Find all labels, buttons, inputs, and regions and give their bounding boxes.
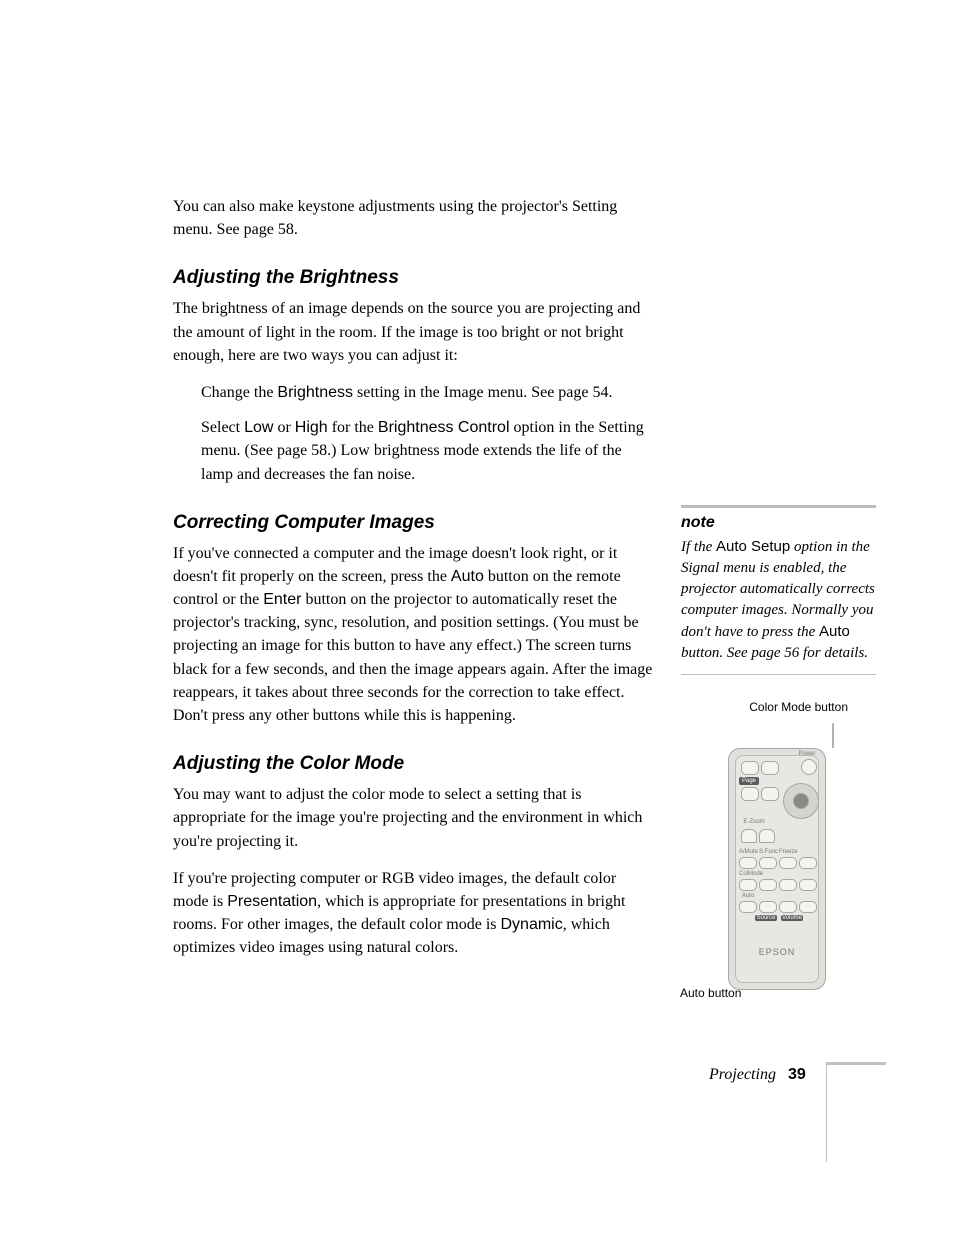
text: button on the projector to automatically…: [173, 591, 652, 724]
note-body: If the Auto Setup option in the Signal m…: [681, 536, 876, 664]
remote-brand: EPSON: [729, 947, 825, 957]
ui-term: High: [295, 419, 328, 436]
ui-term: Dynamic: [500, 916, 562, 933]
intro-paragraph: You can also make keystone adjustments u…: [173, 195, 653, 241]
heading-color-mode: Adjusting the Color Mode: [173, 753, 653, 775]
footer-rule-horizontal: [826, 1062, 886, 1065]
ui-term: Enter: [263, 591, 301, 608]
remote-control-icon: Power Page E-Zoom A/Mute S.Func Freeze: [728, 748, 826, 990]
ui-term: Brightness Control: [378, 419, 510, 436]
text: Select: [201, 419, 244, 436]
note-heading: note: [681, 514, 876, 532]
text: Change the: [201, 384, 277, 401]
text: for the: [328, 419, 378, 436]
color-mode-p2: If you're projecting computer or RGB vid…: [173, 867, 653, 960]
footer-page-number: 39: [788, 1066, 806, 1083]
ui-term: Auto Setup: [716, 538, 790, 555]
heading-brightness: Adjusting the Brightness: [173, 267, 653, 289]
note-rule: [681, 674, 876, 675]
text: If the: [681, 539, 716, 555]
heading-correcting: Correcting Computer Images: [173, 512, 653, 534]
correcting-paragraph: If you've connected a computer and the i…: [173, 542, 653, 728]
ui-term: Auto: [819, 623, 850, 640]
footer-rule-vertical: [826, 1062, 827, 1162]
color-mode-p1: You may want to adjust the color mode to…: [173, 783, 653, 853]
brightness-bullets: Change the Brightness setting in the Ima…: [201, 381, 653, 486]
ui-term: Presentation: [227, 893, 317, 910]
side-note: note If the Auto Setup option in the Sig…: [681, 505, 876, 675]
main-column: You can also make keystone adjustments u…: [173, 195, 653, 974]
bullet-item: Change the Brightness setting in the Ima…: [201, 381, 653, 404]
text: setting in the Image menu. See page 54.: [353, 384, 612, 401]
remote-figure: Color Mode button Power Page: [676, 700, 876, 1000]
text: or: [273, 419, 294, 436]
ui-term: Auto: [451, 568, 484, 585]
manual-page: You can also make keystone adjustments u…: [0, 0, 954, 1235]
note-rule: [681, 505, 876, 508]
brightness-paragraph: The brightness of an image depends on th…: [173, 297, 653, 367]
caption-color-mode: Color Mode button: [676, 700, 876, 714]
footer-section: Projecting: [709, 1066, 776, 1083]
ui-term: Brightness: [277, 384, 353, 401]
bullet-item: Select Low or High for the Brightness Co…: [201, 416, 653, 486]
page-footer: Projecting 39: [709, 1066, 806, 1084]
text: button. See page 56 for details.: [681, 645, 868, 661]
ui-term: Low: [244, 419, 273, 436]
